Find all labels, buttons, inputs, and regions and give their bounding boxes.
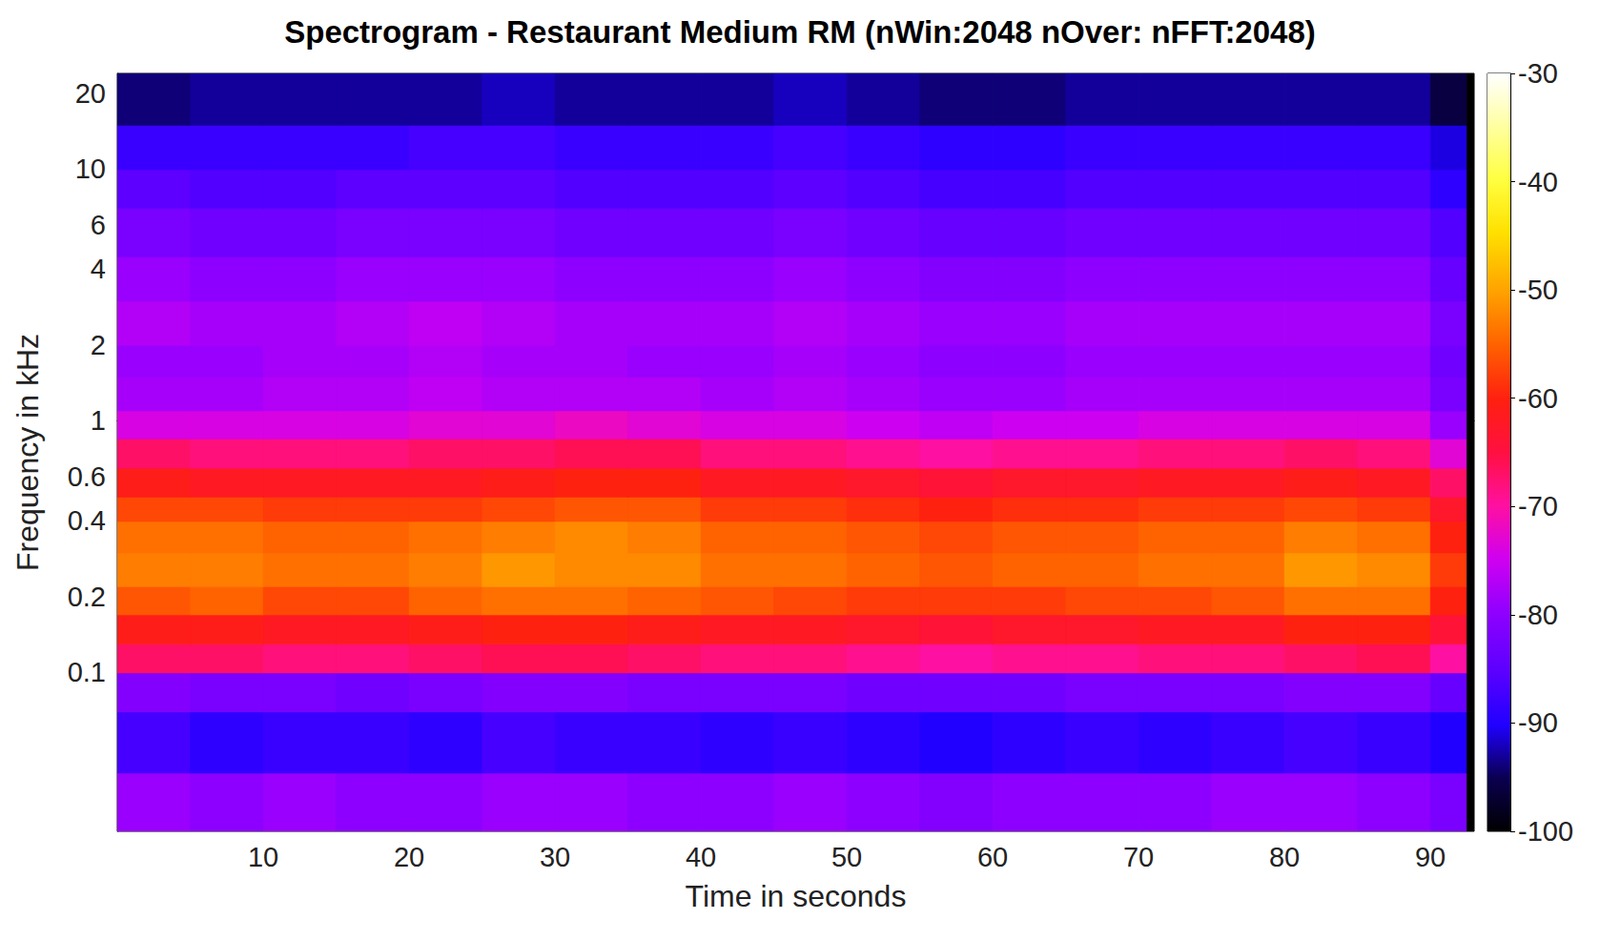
svg-text:-80: -80 xyxy=(1517,599,1559,631)
svg-text:1: 1 xyxy=(90,405,106,436)
svg-text:90: 90 xyxy=(1415,841,1446,873)
svg-text:70: 70 xyxy=(1123,841,1154,873)
svg-text:-100: -100 xyxy=(1517,816,1574,847)
svg-text:-30: -30 xyxy=(1517,58,1559,89)
svg-text:80: 80 xyxy=(1269,841,1300,873)
svg-text:-60: -60 xyxy=(1517,383,1559,414)
svg-text:60: 60 xyxy=(977,841,1008,873)
svg-text:-50: -50 xyxy=(1517,274,1559,306)
svg-text:Spectrogram - Restaurant Mediu: Spectrogram - Restaurant Medium RM (nWin… xyxy=(284,14,1316,50)
svg-text:50: 50 xyxy=(831,841,862,873)
svg-text:20: 20 xyxy=(393,841,425,873)
svg-text:0.1: 0.1 xyxy=(67,656,106,688)
svg-text:10: 10 xyxy=(247,841,279,873)
svg-text:0.2: 0.2 xyxy=(67,581,106,613)
svg-text:30: 30 xyxy=(539,841,571,873)
svg-text:0.4: 0.4 xyxy=(67,505,106,536)
svg-text:-70: -70 xyxy=(1517,491,1559,522)
svg-text:-40: -40 xyxy=(1517,166,1559,198)
svg-text:2: 2 xyxy=(90,329,106,361)
svg-text:4: 4 xyxy=(90,253,106,285)
svg-text:20: 20 xyxy=(75,78,106,109)
svg-text:-90: -90 xyxy=(1517,707,1559,739)
svg-text:10: 10 xyxy=(75,153,106,185)
svg-text:6: 6 xyxy=(90,209,106,241)
svg-text:Time in seconds: Time in seconds xyxy=(685,879,907,914)
svg-text:Frequency in kHz: Frequency in kHz xyxy=(10,333,45,572)
svg-text:0.6: 0.6 xyxy=(67,461,106,493)
svg-text:40: 40 xyxy=(685,841,717,873)
